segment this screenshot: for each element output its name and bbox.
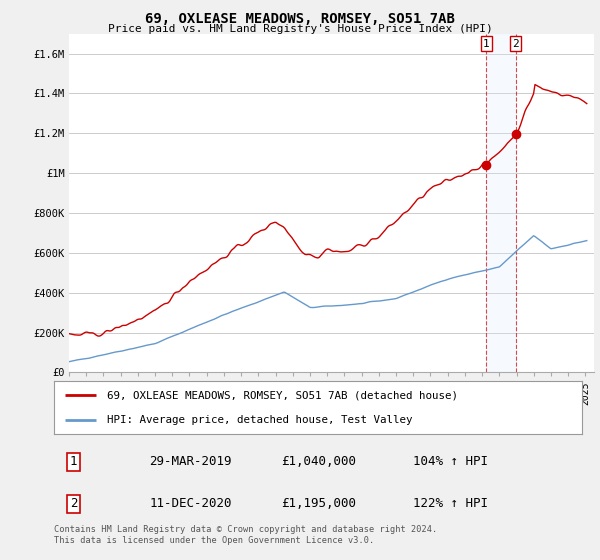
Bar: [486, 34, 516, 372]
Text: 104% ↑ HPI: 104% ↑ HPI: [413, 455, 488, 468]
Text: 122% ↑ HPI: 122% ↑ HPI: [413, 497, 488, 510]
Text: £1,040,000: £1,040,000: [281, 455, 356, 468]
Text: Price paid vs. HM Land Registry's House Price Index (HPI): Price paid vs. HM Land Registry's House …: [107, 24, 493, 34]
Text: 69, OXLEASE MEADOWS, ROMSEY, SO51 7AB: 69, OXLEASE MEADOWS, ROMSEY, SO51 7AB: [145, 12, 455, 26]
Text: 29-MAR-2019: 29-MAR-2019: [149, 455, 232, 468]
Text: HPI: Average price, detached house, Test Valley: HPI: Average price, detached house, Test…: [107, 414, 412, 424]
Text: Contains HM Land Registry data © Crown copyright and database right 2024.
This d: Contains HM Land Registry data © Crown c…: [54, 525, 437, 545]
Text: 11-DEC-2020: 11-DEC-2020: [149, 497, 232, 510]
Text: £1,195,000: £1,195,000: [281, 497, 356, 510]
Text: 69, OXLEASE MEADOWS, ROMSEY, SO51 7AB (detached house): 69, OXLEASE MEADOWS, ROMSEY, SO51 7AB (d…: [107, 390, 458, 400]
Text: 1: 1: [70, 455, 77, 468]
Text: 2: 2: [512, 39, 519, 49]
Text: 2: 2: [70, 497, 77, 510]
Text: 1: 1: [483, 39, 490, 49]
